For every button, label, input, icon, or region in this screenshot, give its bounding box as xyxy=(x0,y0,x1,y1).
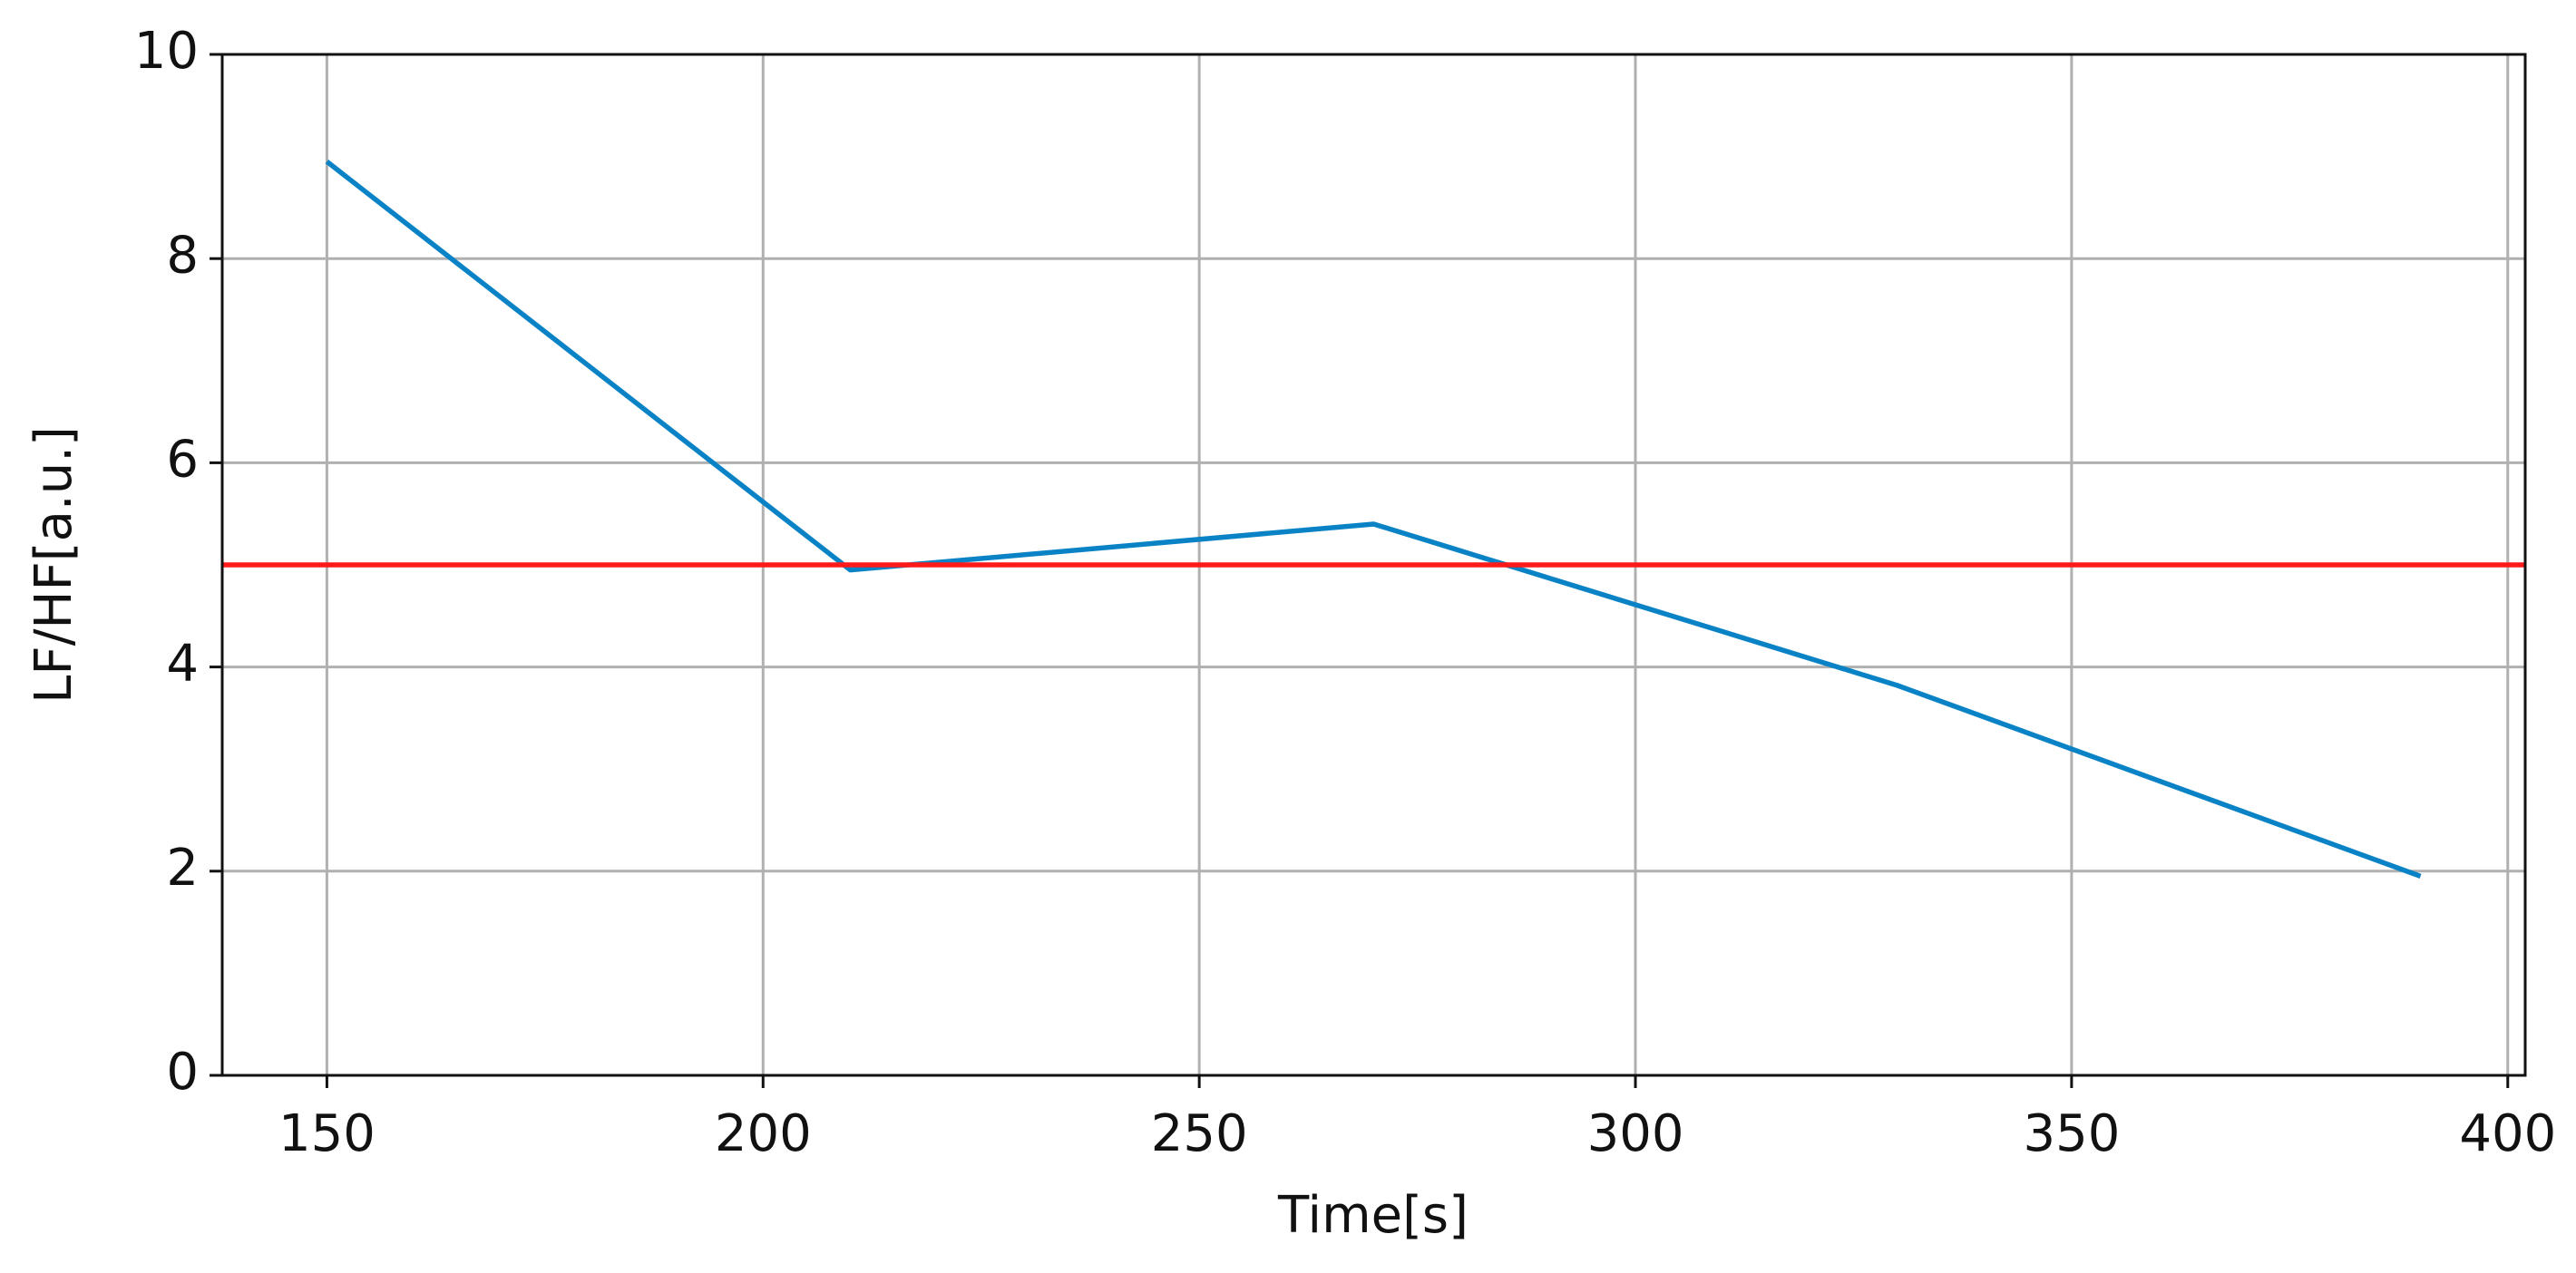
x-axis-label: Time[s] xyxy=(1277,1186,1469,1245)
y-tick-label: 4 xyxy=(166,635,199,694)
y-tick-label: 8 xyxy=(166,226,199,285)
y-tick-label: 6 xyxy=(166,431,199,490)
y-tick-label: 2 xyxy=(166,839,199,898)
x-tick-label: 350 xyxy=(2023,1104,2120,1163)
x-tick-label: 400 xyxy=(2459,1104,2556,1163)
y-tick-label: 0 xyxy=(166,1043,199,1102)
x-tick-label: 150 xyxy=(278,1104,376,1163)
x-tick-label: 250 xyxy=(1151,1104,1248,1163)
x-tick-label: 200 xyxy=(715,1104,812,1163)
data-line xyxy=(325,160,2422,879)
y-axis-label: LF/HF[a.u.] xyxy=(24,426,83,704)
x-tick-label: 300 xyxy=(1587,1104,1684,1163)
plot-frame xyxy=(220,53,2527,1077)
y-tick-label: 10 xyxy=(134,22,199,81)
